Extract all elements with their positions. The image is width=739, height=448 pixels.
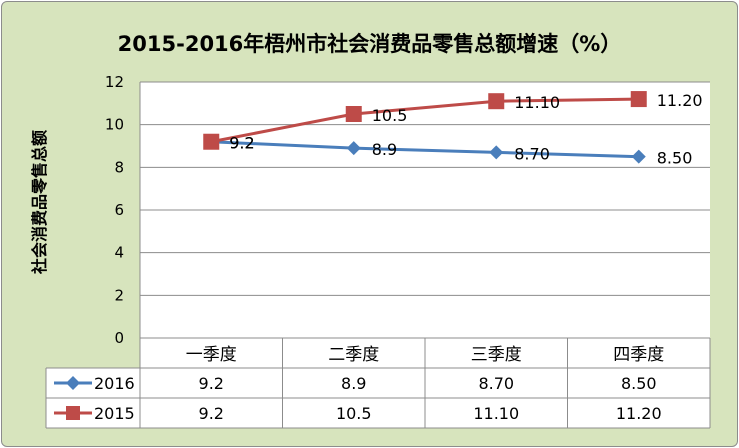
y-tick-label: 2 <box>114 286 124 304</box>
table-cell-value: 8.70 <box>478 374 514 393</box>
data-label: 8.70 <box>514 144 550 163</box>
data-label: 10.5 <box>372 106 408 125</box>
y-tick-label: 8 <box>114 158 124 176</box>
category-label: 二季度 <box>328 345 379 365</box>
table-cell-value: 11.10 <box>473 404 519 423</box>
category-label: 三季度 <box>471 345 522 365</box>
data-label: 8.9 <box>372 140 397 159</box>
series-line-2015 <box>210 97 639 144</box>
data-point-2016 <box>346 141 361 156</box>
data-point-2015 <box>488 93 505 110</box>
y-tick-label: 12 <box>105 73 124 91</box>
data-point-2015 <box>345 106 362 122</box>
data-label: 11.20 <box>657 91 703 110</box>
table-cell-value: 9.2 <box>199 404 224 423</box>
legend-label: 2015 <box>94 404 135 423</box>
table-cell-value: 10.5 <box>336 404 372 423</box>
table-cell-value: 8.9 <box>341 374 366 393</box>
legend-marker-2015 <box>66 406 80 420</box>
legend-label: 2016 <box>94 374 135 393</box>
data-point-2015 <box>203 133 220 150</box>
data-point-2015 <box>630 91 647 108</box>
data-point-2016 <box>489 145 504 160</box>
y-tick-label: 0 <box>114 329 124 347</box>
y-tick-label: 6 <box>114 201 124 219</box>
data-label: 11.10 <box>514 93 560 112</box>
data-point-2016 <box>631 149 646 164</box>
table-cell-value: 11.20 <box>616 404 662 423</box>
y-tick-label: 10 <box>105 116 124 134</box>
series-line-2016 <box>211 140 639 159</box>
table-cell-value: 9.2 <box>199 374 224 393</box>
table-cell-value: 8.50 <box>621 374 657 393</box>
chart-title: 2015-2016年梧州市社会消费品零售总额增速（%） <box>117 32 622 56</box>
y-tick-label: 4 <box>114 244 124 262</box>
data-label: 8.50 <box>657 149 693 168</box>
data-label: 9.2 <box>229 134 254 153</box>
category-label: 一季度 <box>186 345 237 365</box>
legend-marker-2016 <box>66 376 80 390</box>
category-label: 四季度 <box>613 345 664 365</box>
